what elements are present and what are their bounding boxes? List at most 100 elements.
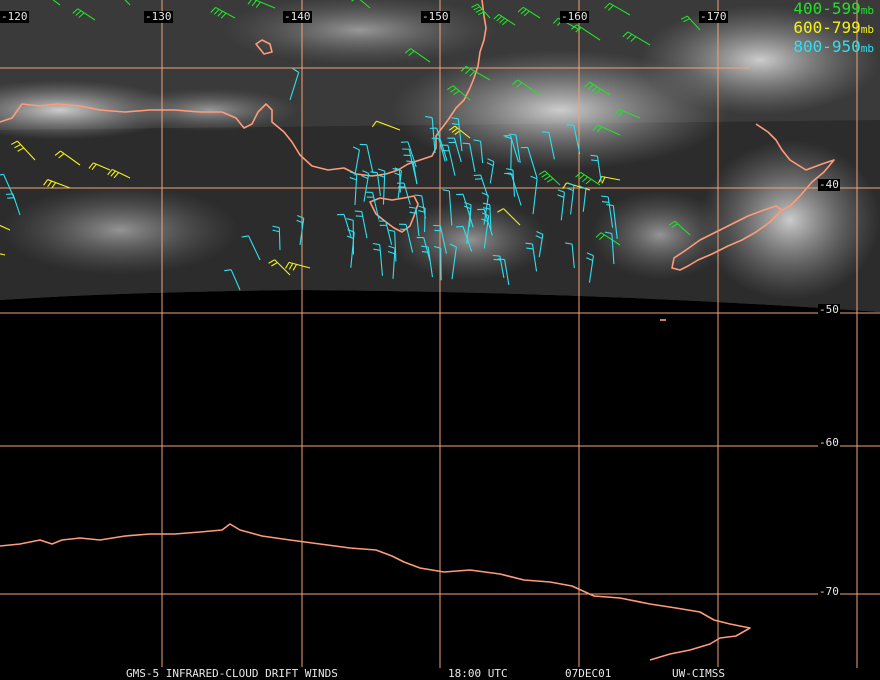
wind-barb (349, 171, 358, 206)
product-name: GMS-5 INFRARED-CLOUD DRIFT WINDS (126, 667, 338, 680)
wind-barb (592, 124, 621, 136)
data-source: UW-CIMSS (672, 667, 725, 680)
wind-barb (486, 158, 495, 184)
wind-barb (520, 146, 538, 179)
wind-barb (508, 133, 521, 163)
longitude-label: -130 (144, 10, 173, 23)
wind-barb (557, 189, 565, 221)
wind-barb (449, 243, 457, 280)
wind-barb (680, 15, 701, 31)
image-caption: GMS-5 INFRARED-CLOUD DRIFT WINDS 18:00 U… (0, 666, 880, 680)
legend-entry-800-950: 800-950mb (793, 37, 874, 56)
wind-barb (595, 232, 621, 246)
australia-coastline (0, 0, 487, 177)
wind-barb (462, 142, 476, 173)
wind-barb (43, 179, 71, 189)
valid-time: 18:00 UTC (448, 667, 508, 680)
wind-barb (584, 81, 611, 96)
wind-barb (614, 108, 641, 119)
cloud-band (0, 185, 240, 275)
wind-barb (394, 167, 403, 199)
wind-barb (378, 220, 393, 245)
wind-barb (575, 171, 601, 186)
wind-barb (387, 245, 396, 279)
wind-barb (442, 189, 453, 226)
wind-barb (440, 144, 456, 176)
legend-entry-600-799: 600-799mb (793, 18, 874, 37)
wind-barb (370, 171, 381, 197)
wind-barb (431, 137, 446, 162)
wind-barb (241, 235, 261, 261)
cloud-band (120, 88, 300, 132)
wind-barb (497, 258, 510, 286)
wind-barb (400, 141, 417, 168)
wind-barb (397, 182, 411, 205)
wind-barb (565, 242, 575, 269)
latitude-label: -70 (818, 585, 840, 598)
wind-barb (493, 13, 516, 26)
wind-barb (604, 231, 615, 265)
wind-barb (473, 139, 484, 164)
cloud-band (590, 190, 730, 280)
wind-barb (517, 6, 541, 19)
image-date: 07DEC01 (565, 667, 612, 680)
wind-barb (433, 245, 442, 281)
wind-barb (296, 214, 305, 246)
wind-barb (433, 224, 448, 254)
wind-barb (11, 140, 36, 161)
wind-barb (72, 8, 96, 21)
wind-barb (402, 148, 418, 184)
wind-barb (512, 79, 541, 96)
wind-barb (371, 120, 401, 131)
antarctica-coastline (0, 523, 751, 661)
wind-barb (535, 230, 544, 258)
wind-barb (418, 205, 426, 232)
wind-barb (107, 168, 131, 179)
longitude-label: -160 (560, 10, 589, 23)
wind-barb (337, 213, 352, 237)
wind-barb (352, 146, 360, 176)
wind-barb (416, 237, 431, 261)
wind-barb (247, 0, 276, 9)
wind-barb (481, 192, 489, 225)
wind-barb (54, 150, 81, 166)
wind-barb (538, 170, 561, 186)
wind-barb (346, 218, 354, 255)
wind-barb (268, 259, 291, 276)
wind-barb (455, 225, 473, 252)
wind-barb (456, 193, 474, 228)
latitude-label: -40 (818, 178, 840, 191)
new-zealand-north-island-coastline (755, 123, 835, 211)
wind-barb (88, 162, 111, 171)
wind-barb (586, 252, 594, 283)
wind-barb (460, 65, 491, 81)
new-zealand-south-island-coastline (671, 205, 783, 271)
wind-barb (530, 175, 538, 215)
wind-barb (0, 253, 6, 256)
wind-barb (354, 210, 368, 239)
wind-barb (351, 0, 371, 9)
wind-barb (622, 31, 651, 46)
wind-barb (399, 223, 414, 253)
wind-barb (590, 154, 602, 183)
wind-barb (359, 143, 374, 173)
latitude-label: -60 (818, 436, 840, 449)
wind-barb (115, 0, 131, 6)
wind-barb (0, 173, 16, 201)
longitude-label: -170 (699, 10, 728, 23)
wind-barb (285, 261, 311, 271)
wind-barb (473, 174, 489, 197)
wind-barb (566, 124, 581, 155)
wind-barb (464, 201, 472, 227)
wind-barb (372, 242, 384, 276)
wind-barb (579, 185, 587, 212)
wind-barb (52, 0, 61, 6)
longitude-label: -150 (421, 10, 450, 23)
wind-barb (289, 68, 300, 101)
wind-barb (668, 220, 691, 236)
wind-barb (272, 225, 281, 251)
wind-barb (408, 206, 420, 237)
